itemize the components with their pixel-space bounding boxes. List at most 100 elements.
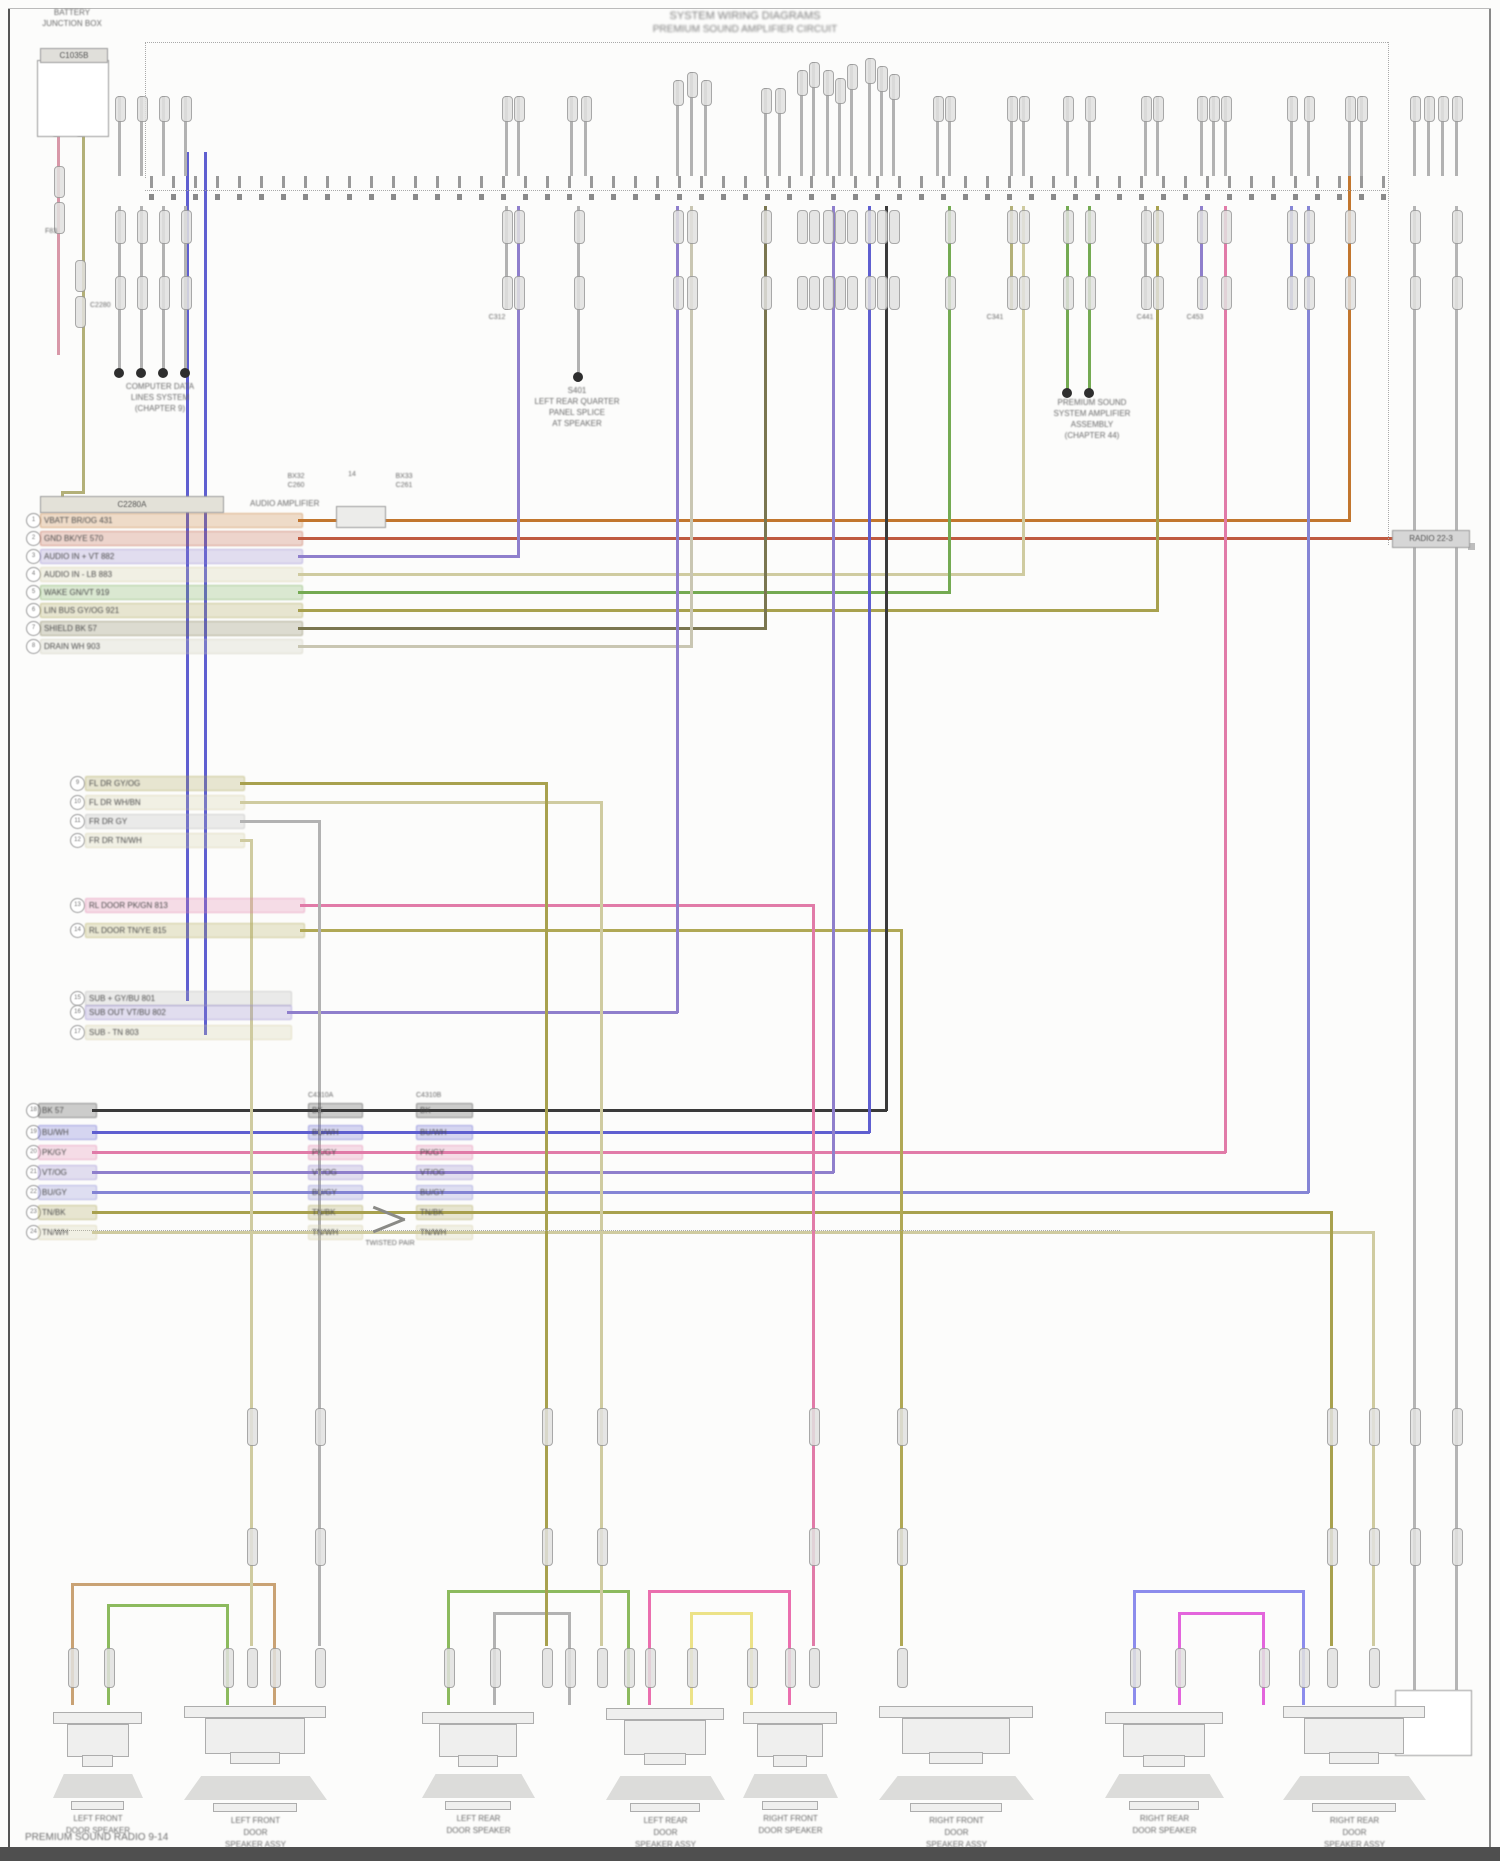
wire-horizontal [648, 1590, 791, 1593]
connector-pin-icon [809, 1528, 820, 1566]
bus-connector-pin [1095, 194, 1100, 200]
connector-pin-icon [490, 1648, 501, 1688]
connector-pin-icon [1153, 276, 1164, 310]
pin-number-badge: 19 [26, 1125, 41, 1140]
connector-pin-icon [847, 210, 858, 244]
row-label: RL DOOR TN/YE 815 [85, 923, 305, 938]
connector-pin-icon [877, 66, 888, 92]
connector-pin-icon [624, 1648, 635, 1688]
wire-vertical [162, 96, 165, 176]
bus-connector-tick [326, 176, 329, 188]
pin-number-badge: 10 [70, 795, 85, 810]
wire-horizontal [240, 782, 547, 785]
pin-number-badge: 24 [26, 1225, 41, 1240]
bus-connector-tick [1162, 176, 1165, 188]
bus-connector-tick [964, 176, 967, 188]
text-label: (CHAPTER 44) [1064, 431, 1120, 440]
wire-vertical [1066, 96, 1069, 176]
dashed-harness-line [1388, 42, 1389, 545]
connector-pin-icon [1299, 1648, 1310, 1688]
wire-vertical [690, 72, 693, 176]
wire-vertical [868, 206, 871, 1133]
wire-vertical [936, 96, 939, 176]
bus-connector-tick [920, 176, 923, 188]
text-label: JUNCTION BOX [42, 19, 102, 28]
bus-connector-pin [325, 194, 330, 200]
wire-horizontal [298, 591, 950, 594]
row-label: AUDIO IN - LB 883 [40, 567, 303, 582]
connector-pin-icon [797, 276, 808, 310]
connector-pin-icon [1007, 210, 1018, 244]
speaker-left-rear-door: LEFT REAR DOOR SPEAKER [422, 1712, 535, 1848]
bus-connector-pin [1161, 194, 1166, 200]
connector-pin-icon [1063, 96, 1074, 122]
wire-vertical [764, 88, 767, 176]
text-label: TWISTED PAIR [365, 1240, 415, 1247]
connector-pin-icon [75, 296, 86, 328]
wire-vertical [318, 820, 321, 1646]
connector-pin-icon [1452, 1408, 1463, 1446]
speaker-part [66, 1724, 129, 1757]
speaker-cone-icon [1283, 1776, 1426, 1800]
bus-connector-pin [1381, 194, 1386, 200]
connector-pin-icon [444, 1648, 455, 1688]
connector-pin-icon [1063, 210, 1074, 244]
bus-connector-tick [348, 176, 351, 188]
speaker-part [184, 1706, 326, 1718]
speaker-part [1311, 1803, 1397, 1812]
connector-pin-icon [574, 210, 585, 244]
connector-pin-icon [181, 210, 192, 244]
wire-vertical [1200, 206, 1203, 310]
bus-connector-tick [700, 176, 703, 188]
bus-connector-tick [1250, 176, 1253, 188]
speaker-part [879, 1706, 1033, 1718]
connector-pin-icon [1452, 96, 1463, 122]
connector-pin-icon [1345, 96, 1356, 122]
text-label: SYSTEM AMPLIFIER [1053, 409, 1131, 418]
inline-wire-label: TN/WH [308, 1225, 363, 1240]
speaker-part [1128, 1801, 1200, 1810]
connector-pin-icon [542, 1648, 553, 1688]
bus-connector-pin [1007, 194, 1012, 200]
bus-connector-pin [633, 194, 638, 200]
connector-pin-icon [1019, 96, 1030, 122]
text-label: C441 [1136, 314, 1154, 321]
connector-pin-icon [567, 96, 578, 122]
bus-connector-tick [590, 176, 593, 188]
wire-vertical [880, 66, 883, 176]
wire-vertical [1144, 206, 1147, 310]
connector-pin-icon [1153, 96, 1164, 122]
bus-connector-tick [1360, 176, 1363, 188]
wire-horizontal [1178, 1612, 1265, 1615]
connector-pin-icon [835, 276, 846, 310]
connector-pin-icon [247, 1408, 258, 1446]
bus-connector-pin [215, 194, 220, 200]
bus-connector-tick [1184, 176, 1187, 188]
wire-vertical [600, 801, 603, 1646]
wire-vertical [273, 1583, 276, 1705]
wire-vertical [892, 74, 895, 176]
connector-pin-icon [1007, 96, 1018, 122]
text-label: 14 [348, 471, 356, 478]
bus-connector-pin [589, 194, 594, 200]
bus-connector-tick [766, 176, 769, 188]
pin-number-badge: 4 [26, 567, 41, 582]
pin-number-badge: 16 [70, 1005, 85, 1020]
text-label: C341 [986, 314, 1004, 321]
wire-vertical [812, 62, 815, 176]
connector-pin-icon [673, 276, 684, 310]
connector-pin-icon [865, 58, 876, 84]
connector-pin-icon [701, 80, 712, 106]
bus-connector-pin [919, 194, 924, 200]
speaker-part [1143, 1754, 1185, 1767]
bus-connector-pin [1051, 194, 1056, 200]
bus-connector-pin [457, 194, 462, 200]
wire-horizontal [61, 491, 85, 494]
bus-connector-pin [1315, 194, 1320, 200]
bus-connector-tick [194, 176, 197, 188]
wire-vertical [832, 206, 835, 1173]
speaker-cone-icon [1105, 1774, 1224, 1798]
wire-vertical [1427, 96, 1430, 176]
connector-pin-icon [673, 210, 684, 244]
